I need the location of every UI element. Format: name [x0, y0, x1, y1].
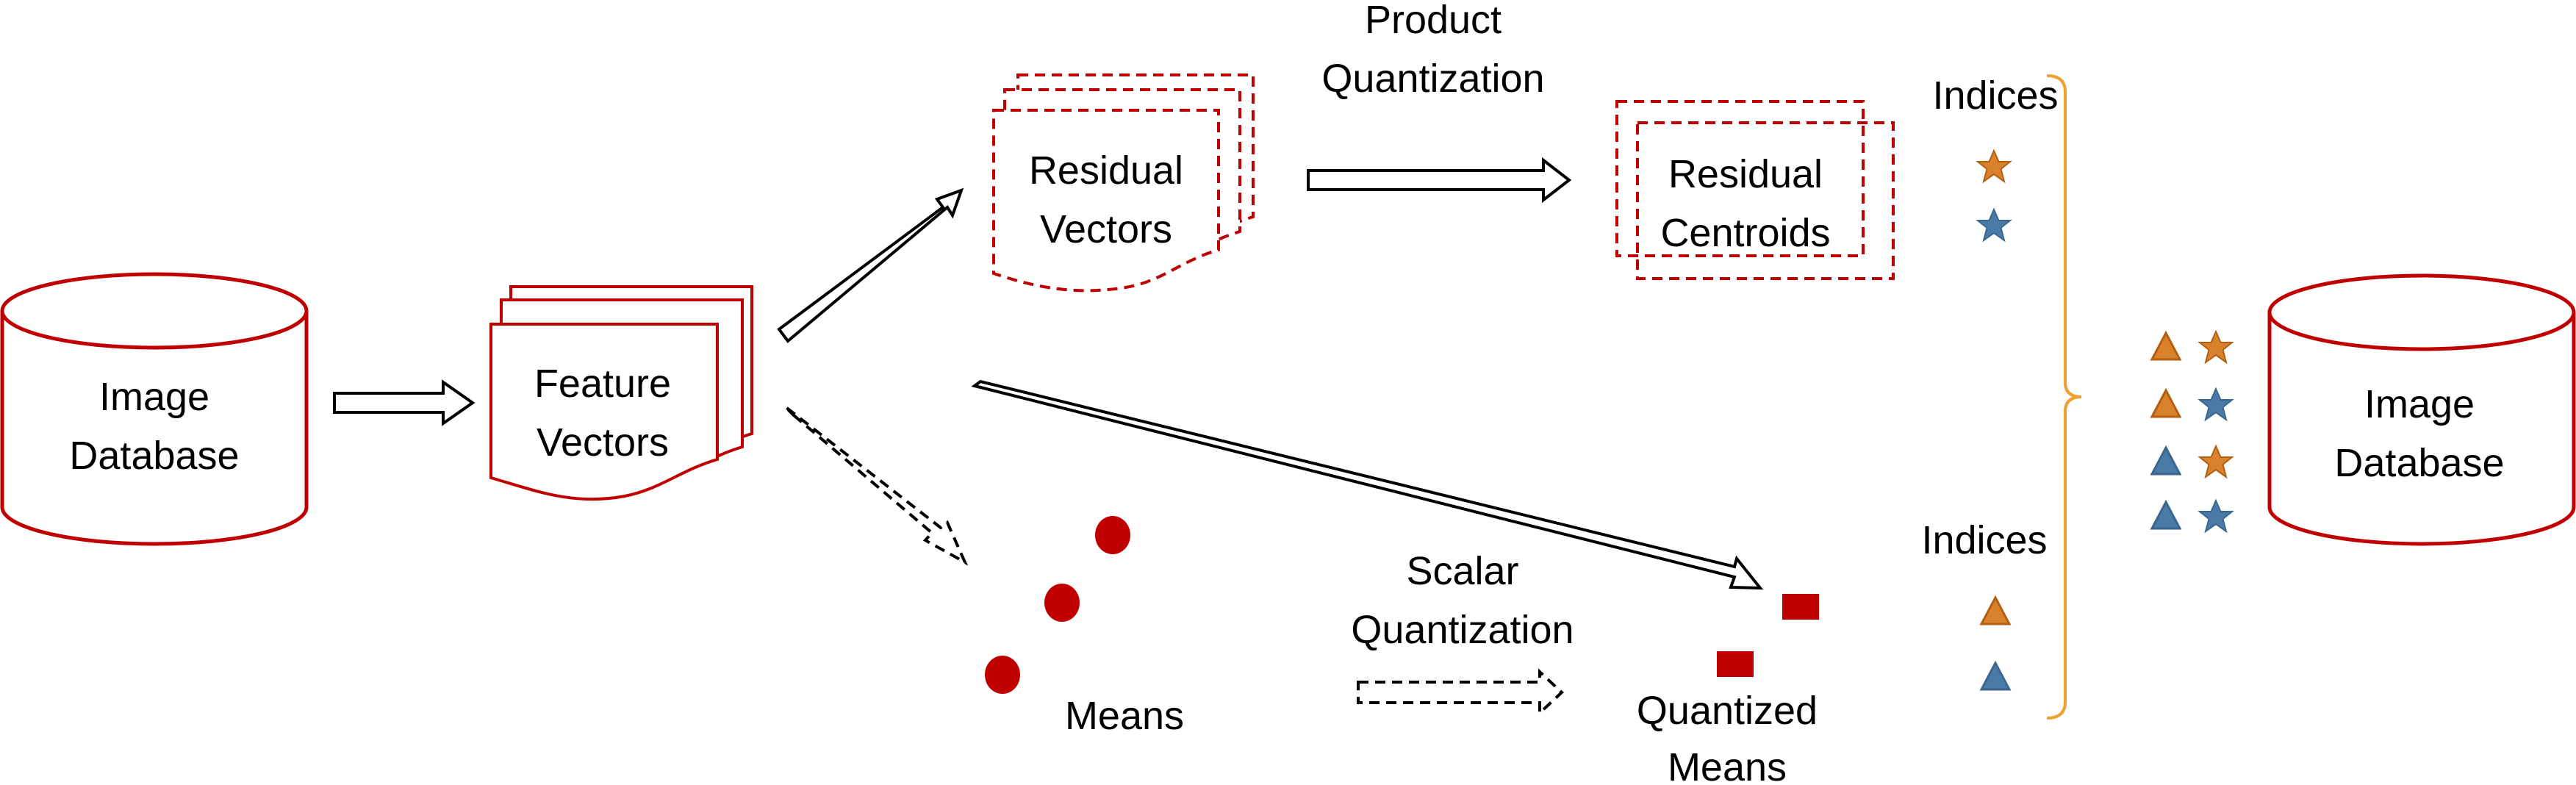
- mean-dot: [1044, 584, 1080, 622]
- indices-bottom-label: Indices: [1921, 518, 2047, 562]
- means-label: Means: [1065, 694, 1184, 738]
- source-database-label-line2: Database: [69, 434, 239, 478]
- product-quantization-label-line1: Product: [1365, 0, 1502, 42]
- product-quantization-label-line2: Quantization: [1321, 57, 1544, 101]
- scalar-quantization-label-line1: Scalar: [1406, 549, 1518, 593]
- residual-vectors-label-line1: Residual: [1029, 148, 1183, 193]
- triangle-blue-icon: [2150, 446, 2181, 476]
- star-blue-icon: [2199, 388, 2233, 420]
- means-dots: [985, 516, 1130, 694]
- quantized-means-label-line1: Quantized: [1637, 689, 1818, 733]
- source-image-database: [0, 272, 309, 546]
- triangle-blue-icon: [1980, 662, 2011, 691]
- scalar-quantization-label-line2: Quantization: [1351, 608, 1574, 652]
- star-blue-icon: [1977, 209, 2011, 241]
- residual-vectors-label-line2: Vectors: [1040, 207, 1172, 251]
- star-orange-icon: [2199, 445, 2233, 478]
- feature-vectors-stack: [489, 285, 753, 501]
- feature-vectors-label-line1: Feature: [534, 362, 671, 406]
- triangle-orange-icon: [2150, 331, 2181, 361]
- quantized-mean-square: [1782, 594, 1819, 620]
- arrow-features-to-residual-vectors: [777, 187, 964, 343]
- source-database-label-line1: Image: [99, 375, 209, 419]
- star-orange-icon: [1977, 150, 2011, 182]
- target-database-label-line1: Image: [2364, 382, 2475, 426]
- triangle-orange-icon: [1980, 596, 2011, 626]
- quantized-mean-square: [1717, 651, 1754, 677]
- residual-centroids-boxes: [1615, 100, 1895, 280]
- star-orange-icon: [2199, 331, 2233, 363]
- mean-dot: [985, 656, 1020, 694]
- quantized-means-squares: [1717, 594, 1819, 677]
- target-database-label-line2: Database: [2334, 441, 2504, 485]
- residual-centroids-label-line2: Centroids: [1660, 211, 1830, 255]
- mean-dot: [1095, 516, 1130, 554]
- residual-vectors-stack: [992, 74, 1255, 293]
- residual-centroids-label-line1: Residual: [1668, 152, 1823, 196]
- star-blue-icon: [2199, 500, 2233, 532]
- combined-index-codes: [2150, 331, 2233, 532]
- arrow-database-to-features: [333, 379, 476, 426]
- quantized-means-label-line2: Means: [1668, 745, 1787, 785]
- triangle-blue-icon: [2150, 501, 2181, 530]
- arrow-product-quantization: [1307, 157, 1572, 204]
- arrow-features-to-quantized-means: [971, 379, 1764, 590]
- arrow-features-to-means-dashed: [783, 405, 969, 566]
- feature-vectors-label-line2: Vectors: [537, 420, 669, 465]
- indices-brace: [2046, 74, 2082, 720]
- arrow-scalar-quantization-dashed: [1357, 668, 1564, 717]
- indices-top-label: Indices: [1932, 74, 2058, 118]
- triangle-orange-icon: [2150, 389, 2181, 418]
- target-image-database: [2267, 273, 2576, 546]
